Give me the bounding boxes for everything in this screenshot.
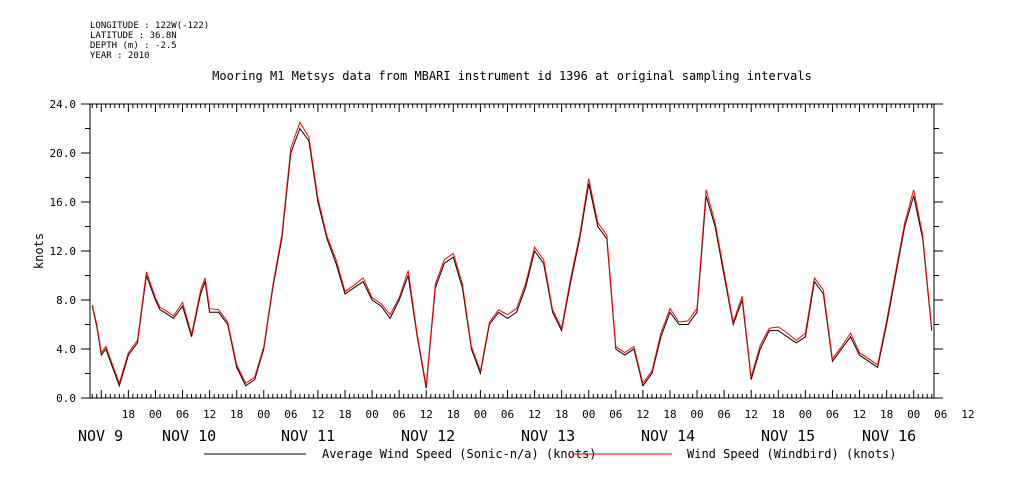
x-tick-label: 00 [690, 408, 703, 421]
y-axis-label: knots [32, 233, 46, 269]
x-tick-label: 06 [826, 408, 839, 421]
y-tick-label: 0.0 [56, 392, 76, 405]
x-tick-label: 18 [772, 408, 785, 421]
x-tick-label: 18 [447, 408, 460, 421]
depth-text: DEPTH (m) : -2.5 [90, 41, 177, 51]
date-label: NOV 16 [862, 427, 916, 445]
y-tick-labels: 0.0 4.0 8.0 12.0 16.0 20.0 24.0 [50, 98, 77, 405]
x-tick-label: 18 [122, 408, 135, 421]
x-tick-label: 06 [176, 408, 189, 421]
legend-label-windbird: Wind Speed (Windbird) (knots) [687, 447, 897, 461]
date-label: NOV 13 [521, 427, 575, 445]
y-tick-label: 16.0 [50, 196, 77, 209]
x-tick-label: 06 [718, 408, 731, 421]
date-label: NOV 14 [641, 427, 695, 445]
x-tick-label: 06 [501, 408, 514, 421]
y-tick-label: 8.0 [56, 294, 76, 307]
x-tick-label: 06 [284, 408, 297, 421]
metadata-header: LONGITUDE : 122W(-122) LATITUDE : 36.8N … [90, 21, 209, 61]
date-label: NOV 12 [401, 427, 455, 445]
x-tick-label: 00 [799, 408, 812, 421]
x-tick-label: 12 [745, 408, 758, 421]
longitude-text: LONGITUDE : 122W(-122) [90, 21, 210, 31]
y-tick-label: 12.0 [50, 245, 77, 258]
year-text: YEAR : 2010 [90, 51, 150, 61]
date-label: NOV 10 [162, 427, 216, 445]
x-tick-label: 06 [609, 408, 622, 421]
x-tick-label: 00 [474, 408, 487, 421]
x-tick-label: 18 [880, 408, 893, 421]
x-tick-label: 06 [934, 408, 947, 421]
legend: Average Wind Speed (Sonic-n/a) (knots) Wi… [204, 447, 897, 461]
legend-label-average: Average Wind Speed (Sonic-n/a) (knots) [322, 447, 597, 461]
y-tick-label: 20.0 [50, 147, 77, 160]
axis-ticks [81, 103, 943, 399]
x-tick-label: 12 [853, 408, 866, 421]
average-wind-speed-line [91, 127, 933, 389]
date-label: NOV 15 [761, 427, 815, 445]
windbird-wind-speed-line [91, 121, 933, 386]
x-tick-label: 00 [257, 408, 270, 421]
x-tick-label: 12 [528, 408, 541, 421]
date-labels: NOV 9 NOV 10 NOV 11 NOV 12 NOV 13 NOV 14 NOV 1… [78, 427, 916, 445]
x-tick-label: 12 [311, 408, 324, 421]
x-tick-labels: 18 00 06 12 18 00 06 12 18 00 06 12 18 00 06 12 18 00 06 12… [122, 408, 975, 421]
x-tick-label: 00 [365, 408, 378, 421]
y-tick-label: 24.0 [50, 98, 77, 111]
date-label: NOV 11 [281, 427, 335, 445]
x-tick-label: 00 [582, 408, 595, 421]
x-tick-label: 18 [338, 408, 351, 421]
plot-area: 0.0 4.0 8.0 12.0 16.0 20.0 24.0 18 00 06 12 18 00 06… [50, 98, 975, 445]
x-tick-label: 12 [961, 408, 974, 421]
x-tick-label: 12 [203, 408, 216, 421]
x-tick-label: 06 [393, 408, 406, 421]
series-layer [91, 121, 933, 389]
x-tick-label: 12 [420, 408, 433, 421]
plot-frame [89, 103, 935, 399]
y-tick-label: 4.0 [56, 343, 76, 356]
x-tick-label: 12 [636, 408, 649, 421]
date-label: NOV 9 [78, 427, 123, 445]
latitude-text: LATITUDE : 36.8N [90, 31, 177, 41]
chart-title: Mooring M1 Metsys data from MBARI instru… [212, 69, 812, 83]
x-tick-label: 18 [663, 408, 676, 421]
x-tick-label: 18 [230, 408, 243, 421]
x-tick-label: 00 [907, 408, 920, 421]
x-tick-label: 18 [555, 408, 568, 421]
x-tick-label: 00 [149, 408, 162, 421]
